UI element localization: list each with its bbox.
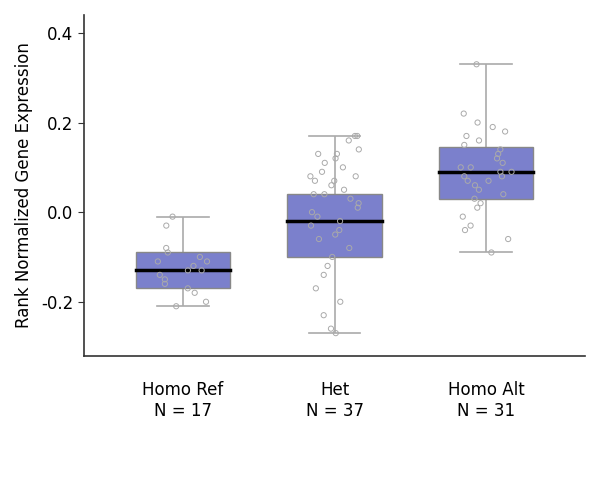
Point xyxy=(496,168,505,176)
Point xyxy=(458,213,467,221)
Point xyxy=(190,289,199,296)
Point xyxy=(328,253,337,261)
Point xyxy=(339,186,349,193)
Y-axis label: Rank Normalized Gene Expression: Rank Normalized Gene Expression xyxy=(15,42,33,328)
Point xyxy=(460,141,469,149)
Point xyxy=(346,195,355,203)
Bar xyxy=(287,194,382,257)
Point xyxy=(317,168,327,176)
Point xyxy=(306,222,316,229)
Point xyxy=(311,284,320,292)
Point xyxy=(484,177,493,185)
Point xyxy=(314,235,324,243)
Point xyxy=(320,191,329,198)
Point xyxy=(160,280,170,288)
Point xyxy=(498,159,508,167)
Point xyxy=(305,173,315,180)
Point xyxy=(492,155,502,162)
Point xyxy=(473,119,482,126)
Point xyxy=(493,150,503,158)
Point xyxy=(344,137,353,144)
Point xyxy=(160,276,170,283)
Point xyxy=(197,266,206,274)
Point xyxy=(202,258,212,265)
Point xyxy=(474,186,484,193)
Point xyxy=(188,262,198,270)
Point xyxy=(460,173,469,180)
Point xyxy=(319,312,328,319)
Point xyxy=(183,266,193,274)
Point xyxy=(507,168,517,176)
Point xyxy=(153,258,163,265)
Point xyxy=(320,159,329,167)
Text: Het
N = 37: Het N = 37 xyxy=(305,381,364,420)
Point xyxy=(497,173,507,180)
Point xyxy=(472,60,481,68)
Point xyxy=(155,271,164,279)
Point xyxy=(195,253,205,261)
Point xyxy=(466,222,475,229)
Point xyxy=(307,208,317,216)
Point xyxy=(331,329,341,337)
Point xyxy=(331,231,340,239)
Point xyxy=(470,181,480,189)
Point xyxy=(456,163,466,171)
Point xyxy=(309,191,319,198)
Point xyxy=(326,181,336,189)
Point xyxy=(344,244,354,252)
Point xyxy=(326,325,336,332)
Bar xyxy=(439,147,533,199)
Point xyxy=(500,128,510,136)
Point xyxy=(352,132,362,140)
Point xyxy=(319,271,329,279)
Point xyxy=(488,123,497,131)
Point xyxy=(476,199,485,207)
Point xyxy=(163,249,173,257)
Point xyxy=(460,226,470,234)
Point xyxy=(499,191,508,198)
Point xyxy=(353,204,362,211)
Point xyxy=(172,302,181,310)
Point xyxy=(331,155,340,162)
Text: Homo Alt
N = 31: Homo Alt N = 31 xyxy=(448,381,524,420)
Point xyxy=(474,137,484,144)
Point xyxy=(503,235,513,243)
Point xyxy=(351,173,361,180)
Point xyxy=(338,163,348,171)
Point xyxy=(313,213,322,221)
Point xyxy=(459,110,469,118)
Point xyxy=(161,244,171,252)
Point xyxy=(487,249,496,257)
Point xyxy=(161,222,171,229)
Point xyxy=(201,298,211,306)
Point xyxy=(329,177,339,185)
Point xyxy=(496,145,505,153)
Point xyxy=(350,132,360,140)
Bar xyxy=(136,253,230,288)
Text: Homo Ref
N = 17: Homo Ref N = 17 xyxy=(142,381,223,420)
Point xyxy=(332,150,342,158)
Point xyxy=(461,132,471,140)
Point xyxy=(354,145,364,153)
Point xyxy=(168,213,178,221)
Point xyxy=(470,195,479,203)
Point xyxy=(335,298,345,306)
Point xyxy=(354,199,364,207)
Point xyxy=(310,177,320,185)
Point xyxy=(463,177,473,185)
Point xyxy=(466,163,476,171)
Point xyxy=(334,226,344,234)
Point xyxy=(183,284,193,292)
Point xyxy=(323,262,332,270)
Point xyxy=(472,204,482,211)
Point xyxy=(313,150,323,158)
Point xyxy=(335,217,345,225)
